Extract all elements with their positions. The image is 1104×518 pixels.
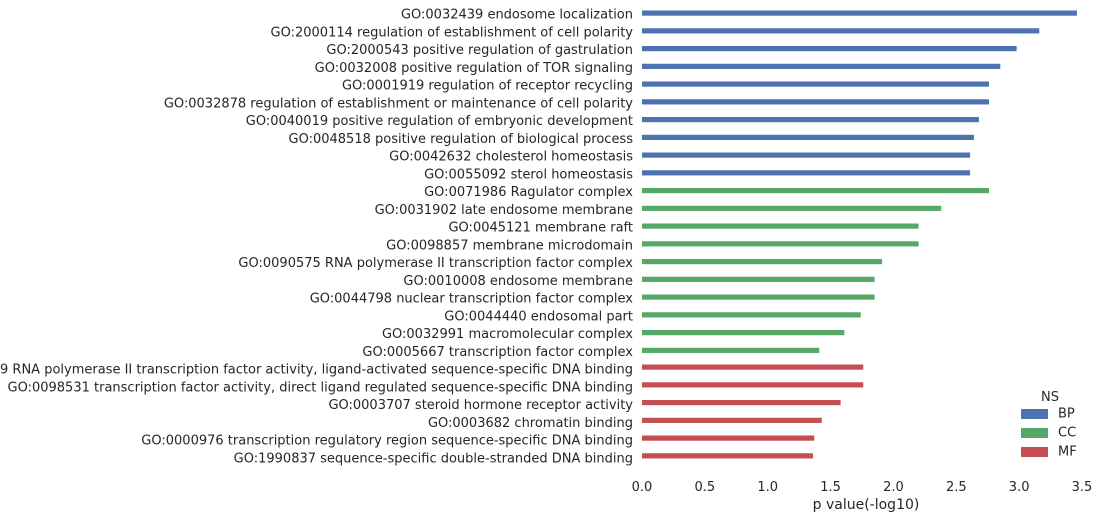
category-label: GO:0004879 RNA polymerase II transcripti… [0,363,633,378]
category-label: GO:0000976 transcription regulatory regi… [141,434,633,449]
x-axis-title: p value(-log10) [813,497,920,513]
category-label: GO:0044798 nuclear transcription factor … [310,292,634,307]
bar [642,400,841,406]
x-tick-label: 2.0 [883,480,904,495]
bar [642,259,883,265]
category-label: GO:0003707 steroid hormone receptor acti… [328,398,633,413]
category-label: GO:0032008 positive regulation of TOR si… [315,61,633,76]
bar [642,134,974,140]
category-label: GO:0048518 positive regulation of biolog… [289,132,634,147]
legend-swatch [1021,447,1048,457]
bar [642,99,989,105]
bar [642,241,919,247]
bar [642,63,1001,69]
bar [642,170,971,176]
bar [642,312,861,318]
category-label: GO:0032878 regulation of establishment o… [164,96,633,111]
bar [642,382,864,388]
x-axis-ticks: 0.0 0.5 1.0 1.5 2.0 2.5 3.0 3.5 [632,480,1093,495]
x-tick-label: 0.0 [632,480,653,495]
category-label: GO:0042632 cholesterol homeostasis [389,150,633,165]
bar [642,46,1017,52]
x-tick-label: 1.5 [820,480,841,495]
category-label: GO:0010008 endosome membrane [403,274,633,289]
category-label: GO:0040019 positive regulation of embryo… [246,114,633,129]
bar [642,453,813,459]
bar [642,10,1077,16]
x-tick-label: 0.5 [695,480,716,495]
x-tick-label: 1.0 [757,480,778,495]
legend-label: CC [1058,426,1076,441]
bar [642,117,979,123]
legend-title: NS [1041,390,1059,405]
category-label: GO:0071986 Ragulator complex [424,185,633,200]
legend: NS BP CC MF [1021,390,1077,460]
category-label: GO:0032439 endosome localization [401,8,633,23]
category-label: GO:0098531 transcription factor activity… [8,380,633,395]
bar [642,330,845,336]
bar [642,223,919,229]
bar [642,276,875,282]
category-label: GO:0090575 RNA polymerase II transcripti… [238,256,633,271]
bar [642,28,1040,34]
bar [642,347,820,353]
category-label: GO:2000543 positive regulation of gastru… [326,43,633,58]
bar [642,205,942,211]
category-label: GO:0055092 sterol homeostasis [424,167,633,182]
category-labels: GO:0032439 endosome localization GO:20001… [0,8,633,467]
bar [642,294,875,300]
category-label: GO:0098857 membrane microdomain [386,238,633,253]
category-label: GO:0031902 late endosome membrane [375,203,633,218]
x-tick-label: 2.5 [946,480,967,495]
bar [642,435,815,441]
legend-label: MF [1058,445,1077,460]
legend-swatch [1021,428,1048,438]
bar [642,188,989,194]
x-tick-label: 3.5 [1072,480,1093,495]
category-label: GO:0003682 chromatin binding [428,416,633,431]
bar [642,417,822,423]
bars-layer [642,10,1077,459]
legend-label: BP [1058,407,1075,422]
category-label: GO:0005667 transcription factor complex [362,345,633,360]
category-label: GO:0045121 membrane raft [448,221,633,236]
category-label: GO:2000114 regulation of establishment o… [271,25,634,40]
bar [642,152,971,158]
category-label: GO:0001919 regulation of receptor recycl… [342,79,633,94]
legend-swatch [1021,409,1048,419]
x-tick-label: 3.0 [1009,480,1030,495]
category-label: GO:0044440 endosomal part [444,309,633,324]
category-label: GO:1990837 sequence-specific double-stra… [234,451,633,466]
category-label: GO:0032991 macromolecular complex [382,327,633,342]
bar [642,81,989,87]
bar [642,364,864,370]
